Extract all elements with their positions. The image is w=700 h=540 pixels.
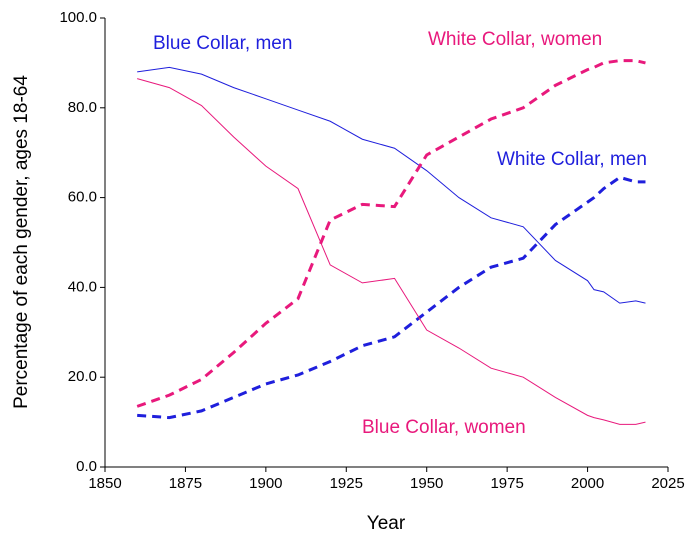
y-axis-label: Percentage of each gender, ages 18-64 [11,75,32,409]
series-label: White Collar, men [497,149,647,170]
x-tick-label: 1875 [169,475,202,492]
y-tick-label: 0.0 [76,458,97,475]
y-tick-label: 20.0 [68,368,97,385]
series-label: Blue Collar, men [153,33,292,54]
y-tick-label: 40.0 [68,278,97,295]
series-line [137,175,646,420]
series-line [137,66,646,304]
x-tick-label: 2000 [571,475,604,492]
x-tick-label: 1850 [88,475,121,492]
y-tick-label: 100.0 [59,9,97,26]
series-label: Blue Collar, women [362,417,526,438]
y-tick-label: 80.0 [68,99,97,116]
x-tick-label: 1925 [330,475,363,492]
series-label: White Collar, women [428,29,602,50]
series-line [137,78,646,425]
x-axis-label: Year [367,513,406,534]
x-tick-label: 1900 [249,475,282,492]
x-tick-label: 1975 [490,475,523,492]
series-line [136,59,646,408]
x-tick-label: 1950 [410,475,443,492]
x-tick-label: 2025 [651,475,684,492]
y-tick-label: 60.0 [68,189,97,206]
